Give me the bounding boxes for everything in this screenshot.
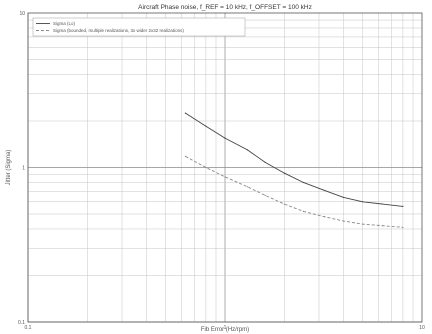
- series-point-0: [302, 181, 304, 184]
- legend-entry-0: Sigma (Lo): [53, 21, 76, 26]
- series-point-1: [362, 223, 364, 225]
- axis-layer: 0.1 1 10 0.1 1 10 Fib Error (Hz/rpm) Jitter (Si…: [6, 4, 425, 333]
- x-tick-label: 10: [419, 325, 425, 331]
- series-point-1: [323, 216, 326, 218]
- series-point-1: [283, 203, 285, 205]
- series-point-0: [362, 201, 364, 203]
- series-point-1: [224, 176, 226, 178]
- series-point-0: [381, 203, 384, 205]
- series-point-1: [381, 225, 384, 227]
- series-point-0: [224, 137, 226, 139]
- series-point-1: [343, 220, 345, 222]
- x-tick-label: 1: [224, 325, 227, 331]
- x-tick-label: 0.1: [25, 325, 32, 331]
- series-point-0: [402, 205, 404, 208]
- chart-title: Aircraft Phase noise, f_REF = 10 kHz, f_…: [138, 4, 312, 11]
- y-tick-label: 0.1: [18, 320, 25, 326]
- series-point-1: [402, 226, 404, 228]
- plot-frame: [27, 12, 423, 323]
- y-axis-label: Jitter (Sigma): [6, 150, 12, 186]
- legend-entry-1: Sigma (bounded, multiple realizations, 3…: [53, 28, 184, 33]
- series-point-1: [246, 186, 249, 188]
- series-line-0: [185, 112, 403, 207]
- y-tick-label: 1: [22, 165, 25, 171]
- y-tick-label: 10: [19, 11, 25, 17]
- series-point-0: [283, 172, 285, 174]
- series-line-1: [185, 155, 403, 228]
- series-point-0: [264, 161, 266, 163]
- legend-layer: Sigma (Lo) Sigma (bounded, multiple reali…: [32, 17, 246, 37]
- series-point-0: [184, 112, 187, 114]
- series-point-0: [323, 189, 326, 192]
- series-layer: [184, 112, 404, 228]
- legend-box: [32, 17, 246, 37]
- grid-layer: [27, 13, 422, 323]
- series-point-0: [205, 125, 207, 127]
- x-axis-label: Fib Error (Hz/rpm): [201, 327, 249, 333]
- series-point-1: [184, 155, 187, 157]
- series-point-1: [264, 194, 266, 196]
- series-point-0: [246, 149, 249, 151]
- series-point-1: [302, 210, 304, 212]
- series-point-0: [343, 196, 345, 199]
- series-point-1: [205, 166, 207, 169]
